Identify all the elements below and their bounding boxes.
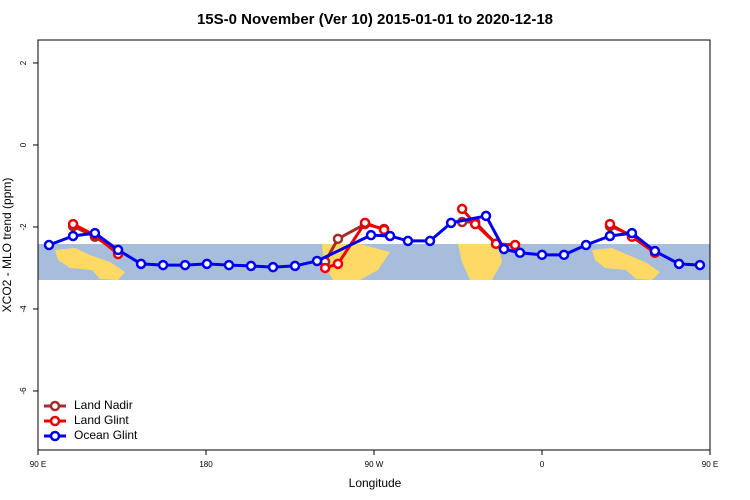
point [445, 217, 457, 229]
point [332, 258, 344, 270]
point [289, 260, 301, 272]
legend-marker [49, 415, 61, 427]
point [201, 258, 213, 270]
point [469, 218, 481, 230]
x-tick-label: 90 E [702, 460, 718, 469]
legend-marker [49, 430, 61, 442]
point [626, 227, 638, 239]
point [604, 230, 616, 242]
y-axis-label: XCO2 - MLO trend (ppm) [0, 178, 14, 313]
point [332, 233, 344, 245]
x-tick-label: 90 W [365, 460, 384, 469]
point [514, 247, 526, 259]
map-strip [38, 244, 710, 280]
plot-area [43, 203, 706, 274]
point [649, 245, 661, 257]
point [509, 239, 521, 251]
point [89, 227, 101, 239]
x-tick-label: 90 E [30, 460, 46, 469]
point [498, 243, 510, 255]
point [480, 210, 492, 222]
point [673, 258, 685, 270]
point [245, 260, 257, 272]
point [135, 258, 147, 270]
point [319, 262, 331, 274]
legend-label: Ocean Glint [74, 428, 138, 442]
point [536, 249, 548, 261]
point [157, 259, 169, 271]
y-tick-label: -6 [19, 387, 28, 395]
x-tick-label: 0 [540, 460, 545, 469]
point [378, 224, 390, 236]
point [359, 217, 371, 229]
chart-title: 15S-0 November (Ver 10) 2015-01-01 to 20… [197, 11, 553, 28]
point [311, 255, 323, 267]
point [580, 239, 592, 251]
point [223, 259, 235, 271]
point [456, 203, 468, 215]
y-tick-label: 2 [19, 60, 28, 65]
y-tick-label: -2 [19, 223, 28, 231]
point [179, 259, 191, 271]
point [424, 235, 436, 247]
point [267, 261, 279, 273]
point [604, 218, 616, 230]
point [67, 230, 79, 242]
legend-label: Land Nadir [74, 398, 133, 412]
point [694, 259, 706, 271]
x-axis-label: Longitude [349, 476, 402, 490]
y-tick-label: -4 [19, 305, 28, 313]
legend-label: Land Glint [74, 413, 129, 427]
point [43, 239, 55, 251]
point [558, 249, 570, 261]
point [402, 235, 414, 247]
y-tick-label: 0 [19, 142, 28, 147]
point [67, 218, 79, 230]
point [384, 230, 396, 242]
point [365, 229, 377, 241]
x-tick-label: 180 [199, 460, 213, 469]
legend-marker [49, 400, 61, 412]
point [112, 244, 124, 256]
